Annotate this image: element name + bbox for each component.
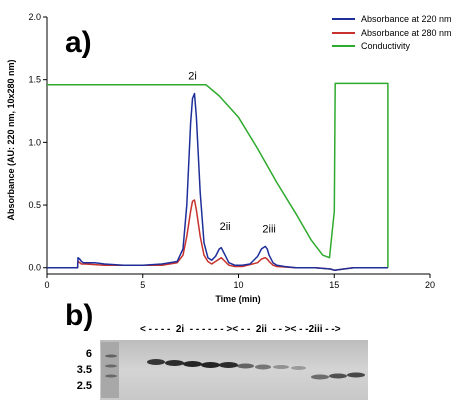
- gel-band: [183, 361, 202, 367]
- gel-marker-lane: [101, 342, 119, 398]
- mw-marker-6: 6: [86, 348, 92, 360]
- peak-label: 2ii: [220, 221, 231, 233]
- gel-band: [147, 359, 165, 365]
- axes: [46, 17, 430, 275]
- gel-band: [311, 374, 329, 380]
- y-axis-label: Absorbance (AU: 220 nm, 10x280 nm): [6, 59, 16, 220]
- x-tick-label: 0: [44, 280, 49, 290]
- gel-band: [347, 372, 365, 378]
- gel-lane-labels: < - - - - 2i - - - - - - >< - - 2ii - - …: [140, 324, 341, 335]
- x-tick-label: 10: [233, 280, 243, 290]
- legend: Absorbance at 220 nm Absorbance at 280 n…: [332, 14, 452, 51]
- x-tick-label: 5: [140, 280, 145, 290]
- mw-marker-3-5: 3.5: [77, 364, 92, 376]
- peak-label: 2iii: [262, 224, 275, 236]
- y-tick-label: 0.5: [28, 200, 41, 210]
- legend-label-220nm: Absorbance at 220 nm: [361, 14, 452, 24]
- gel-band: [219, 362, 238, 368]
- gel-band: [165, 360, 184, 366]
- gel-band: [237, 363, 254, 369]
- series-line-conductivity: [47, 82, 389, 268]
- gel-band: [255, 364, 271, 370]
- panel-a-label: a): [65, 26, 92, 59]
- gel-band: [201, 362, 220, 368]
- x-tick-label: 20: [425, 280, 435, 290]
- series-line-280nm: [47, 199, 388, 271]
- series-line-220nm: [47, 92, 388, 271]
- y-tick-label: 2.0: [28, 12, 41, 22]
- panel-b-label: b): [65, 299, 93, 332]
- gel-background: [100, 340, 368, 400]
- gel-band: [273, 365, 289, 369]
- gel-band: [105, 364, 117, 368]
- gel-band: [105, 354, 117, 358]
- legend-label-conductivity: Conductivity: [361, 41, 411, 51]
- x-axis-label: Time (min): [215, 294, 260, 304]
- gel-band: [105, 374, 117, 378]
- y-tick-label: 1.5: [28, 75, 41, 85]
- y-tick-label: 1.0: [28, 137, 41, 147]
- gel-band: [329, 373, 347, 379]
- mw-marker-2-5: 2.5: [77, 380, 92, 392]
- x-tick-label: 15: [329, 280, 339, 290]
- gel-band: [291, 366, 306, 370]
- legend-label-280nm: Absorbance at 280 nm: [361, 28, 452, 38]
- gel-image: [100, 340, 368, 400]
- y-tick-label: 0.0: [28, 263, 41, 273]
- peak-label: 2i: [188, 71, 197, 83]
